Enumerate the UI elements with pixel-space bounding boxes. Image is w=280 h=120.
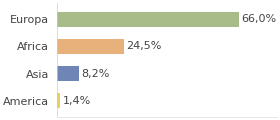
Bar [57, 39, 124, 54]
Text: 1,4%: 1,4% [63, 96, 91, 106]
Bar [57, 12, 239, 27]
Text: 8,2%: 8,2% [81, 69, 110, 79]
Text: 24,5%: 24,5% [126, 41, 162, 51]
Text: 66,0%: 66,0% [241, 14, 276, 24]
Bar [57, 66, 79, 81]
Bar [57, 93, 60, 108]
